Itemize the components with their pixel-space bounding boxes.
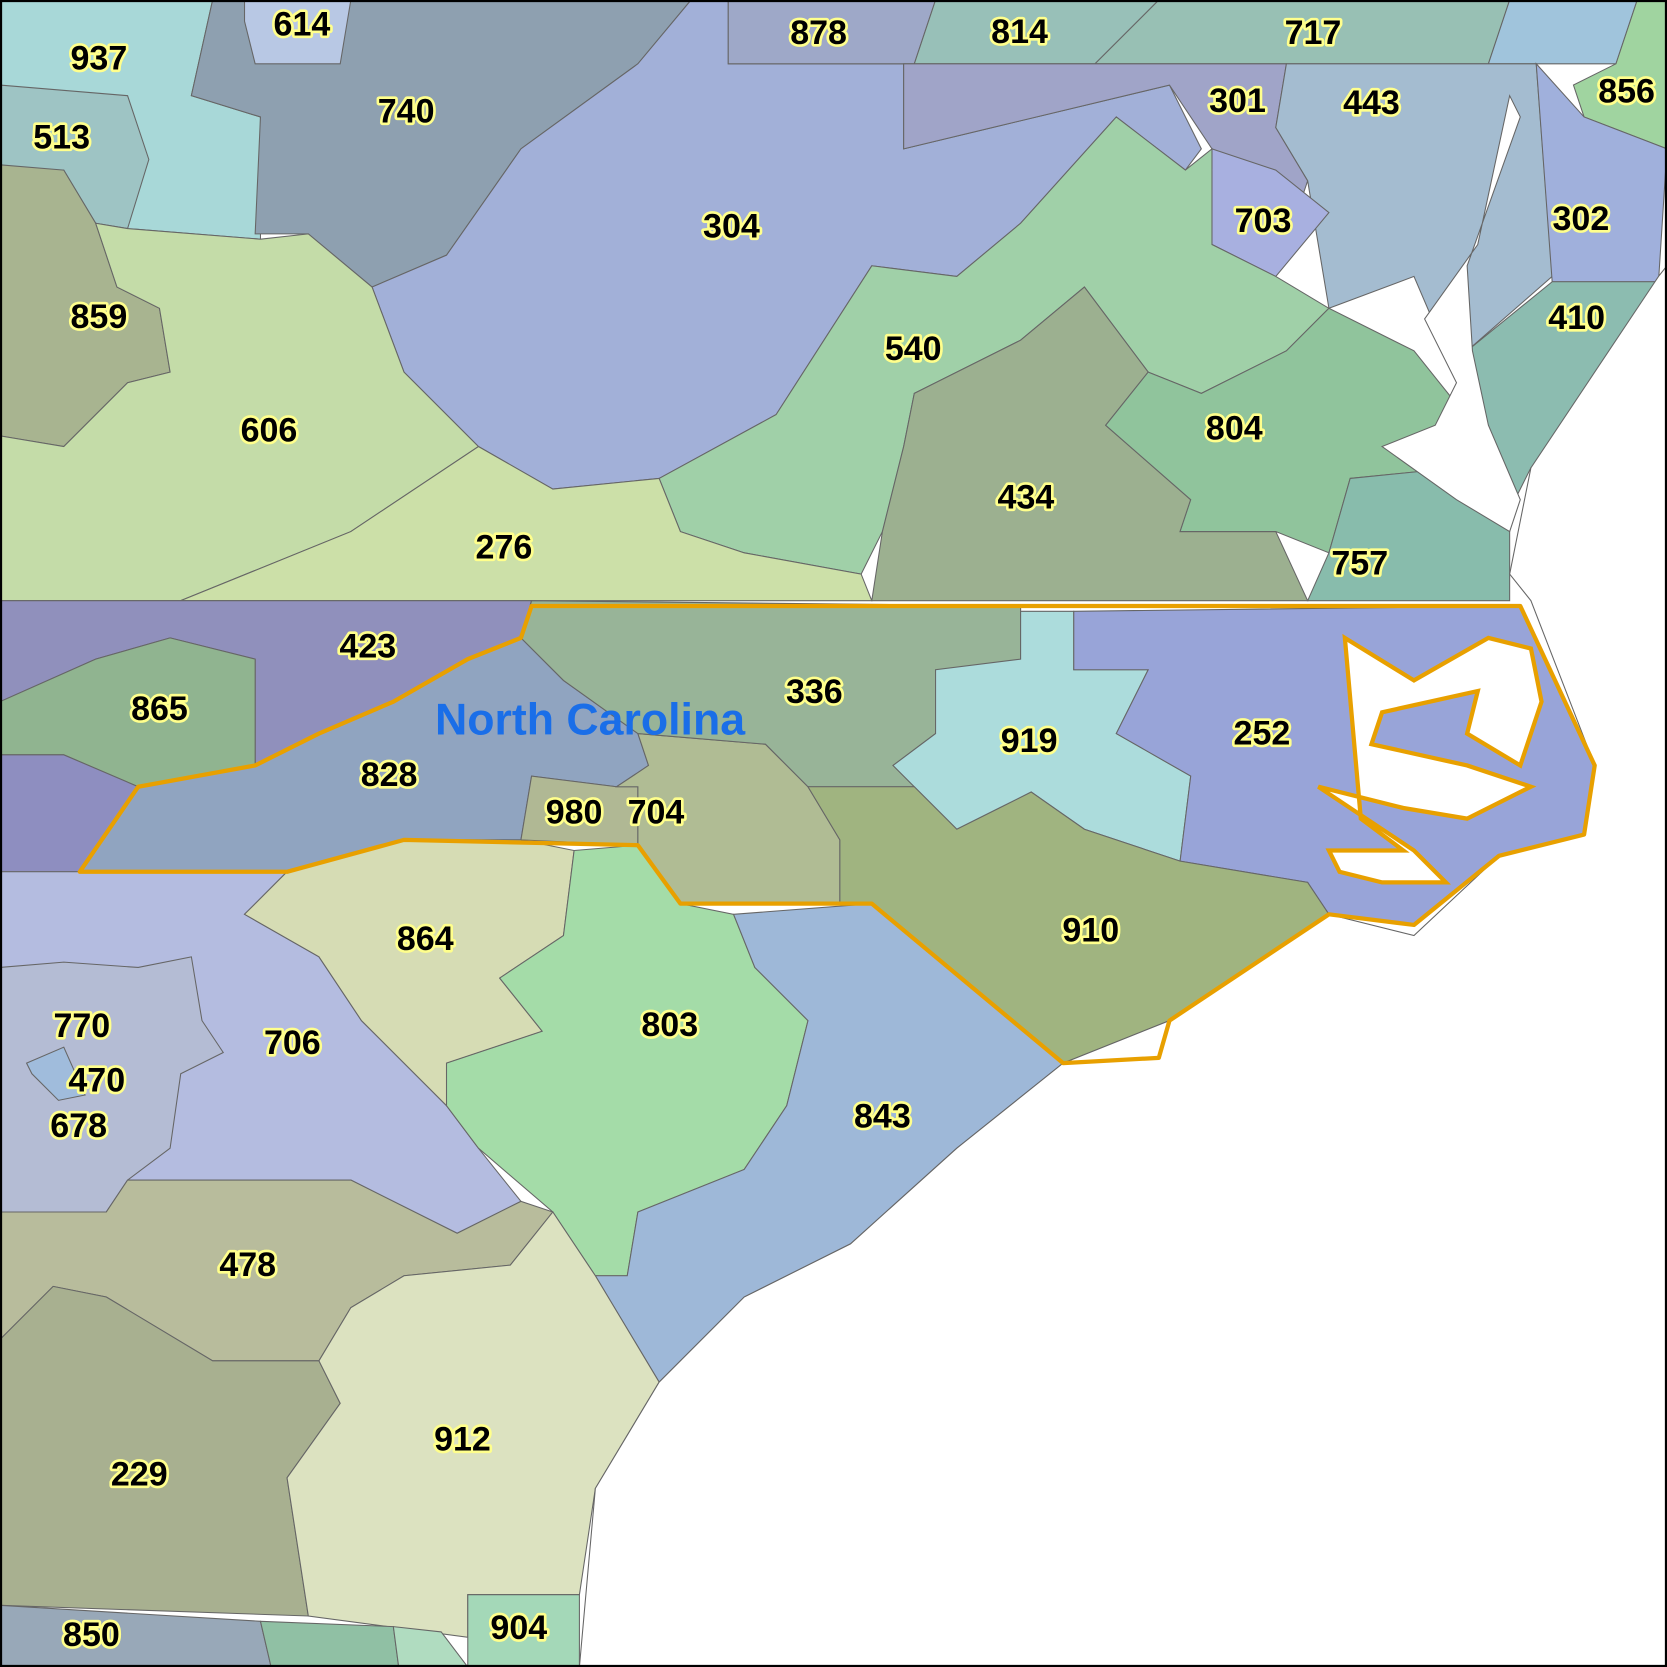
region-302 <box>1535 62 1667 283</box>
label-703: 703 <box>1235 202 1292 240</box>
label-229: 229 <box>111 1456 168 1494</box>
label-859: 859 <box>70 298 127 336</box>
label-937: 937 <box>70 40 127 78</box>
label-336: 336 <box>786 673 843 711</box>
label-252: 252 <box>1234 715 1291 753</box>
label-864: 864 <box>397 920 454 958</box>
label-770: 770 <box>53 1007 110 1045</box>
label-912: 912 <box>434 1421 491 1459</box>
region-nj-north <box>1487 0 1638 65</box>
region-fl-light <box>392 1625 469 1667</box>
label-856: 856 <box>1598 73 1655 111</box>
label-803: 803 <box>641 1006 698 1044</box>
label-878: 878 <box>790 14 847 52</box>
region-276 <box>180 445 873 602</box>
label-470: 470 <box>68 1061 125 1099</box>
region-fl-green <box>259 1620 400 1667</box>
label-843: 843 <box>854 1097 911 1135</box>
region-904 <box>467 1594 580 1667</box>
label-304: 304 <box>703 208 760 246</box>
label-717: 717 <box>1285 14 1342 52</box>
area-code-labels: 937 614 740 513 878 814 717 856 301 443 … <box>31 3 1658 1657</box>
region-850 <box>0 1604 272 1667</box>
label-814: 814 <box>991 13 1048 51</box>
label-828: 828 <box>361 756 418 794</box>
label-434: 434 <box>998 479 1055 517</box>
label-302: 302 <box>1553 200 1610 238</box>
label-410: 410 <box>1548 299 1605 337</box>
label-865: 865 <box>131 690 188 728</box>
label-804: 804 <box>1206 410 1263 448</box>
region-470 <box>25 1046 86 1101</box>
label-740: 740 <box>378 93 435 131</box>
label-910: 910 <box>1062 911 1119 949</box>
label-606: 606 <box>241 412 298 450</box>
label-443: 443 <box>1343 84 1400 122</box>
label-513: 513 <box>33 118 90 156</box>
label-980: 980 <box>546 793 603 831</box>
label-919: 919 <box>1001 722 1058 760</box>
label-276: 276 <box>476 529 533 567</box>
label-614: 614 <box>274 6 331 44</box>
label-704: 704 <box>628 793 685 831</box>
label-904: 904 <box>490 1609 547 1647</box>
label-757: 757 <box>1331 545 1388 583</box>
label-706: 706 <box>264 1024 321 1062</box>
label-478: 478 <box>219 1246 276 1284</box>
label-678: 678 <box>50 1107 107 1145</box>
chesapeake-bay <box>1380 94 1521 533</box>
label-301: 301 <box>1209 82 1266 120</box>
pamlico-sound <box>1317 633 1544 885</box>
north-carolina-outline <box>77 603 1597 1066</box>
region-614 <box>243 0 352 65</box>
label-850: 850 <box>63 1616 120 1654</box>
label-423: 423 <box>339 627 396 665</box>
state-label: North Carolina <box>435 696 746 745</box>
label-540: 540 <box>885 330 942 368</box>
